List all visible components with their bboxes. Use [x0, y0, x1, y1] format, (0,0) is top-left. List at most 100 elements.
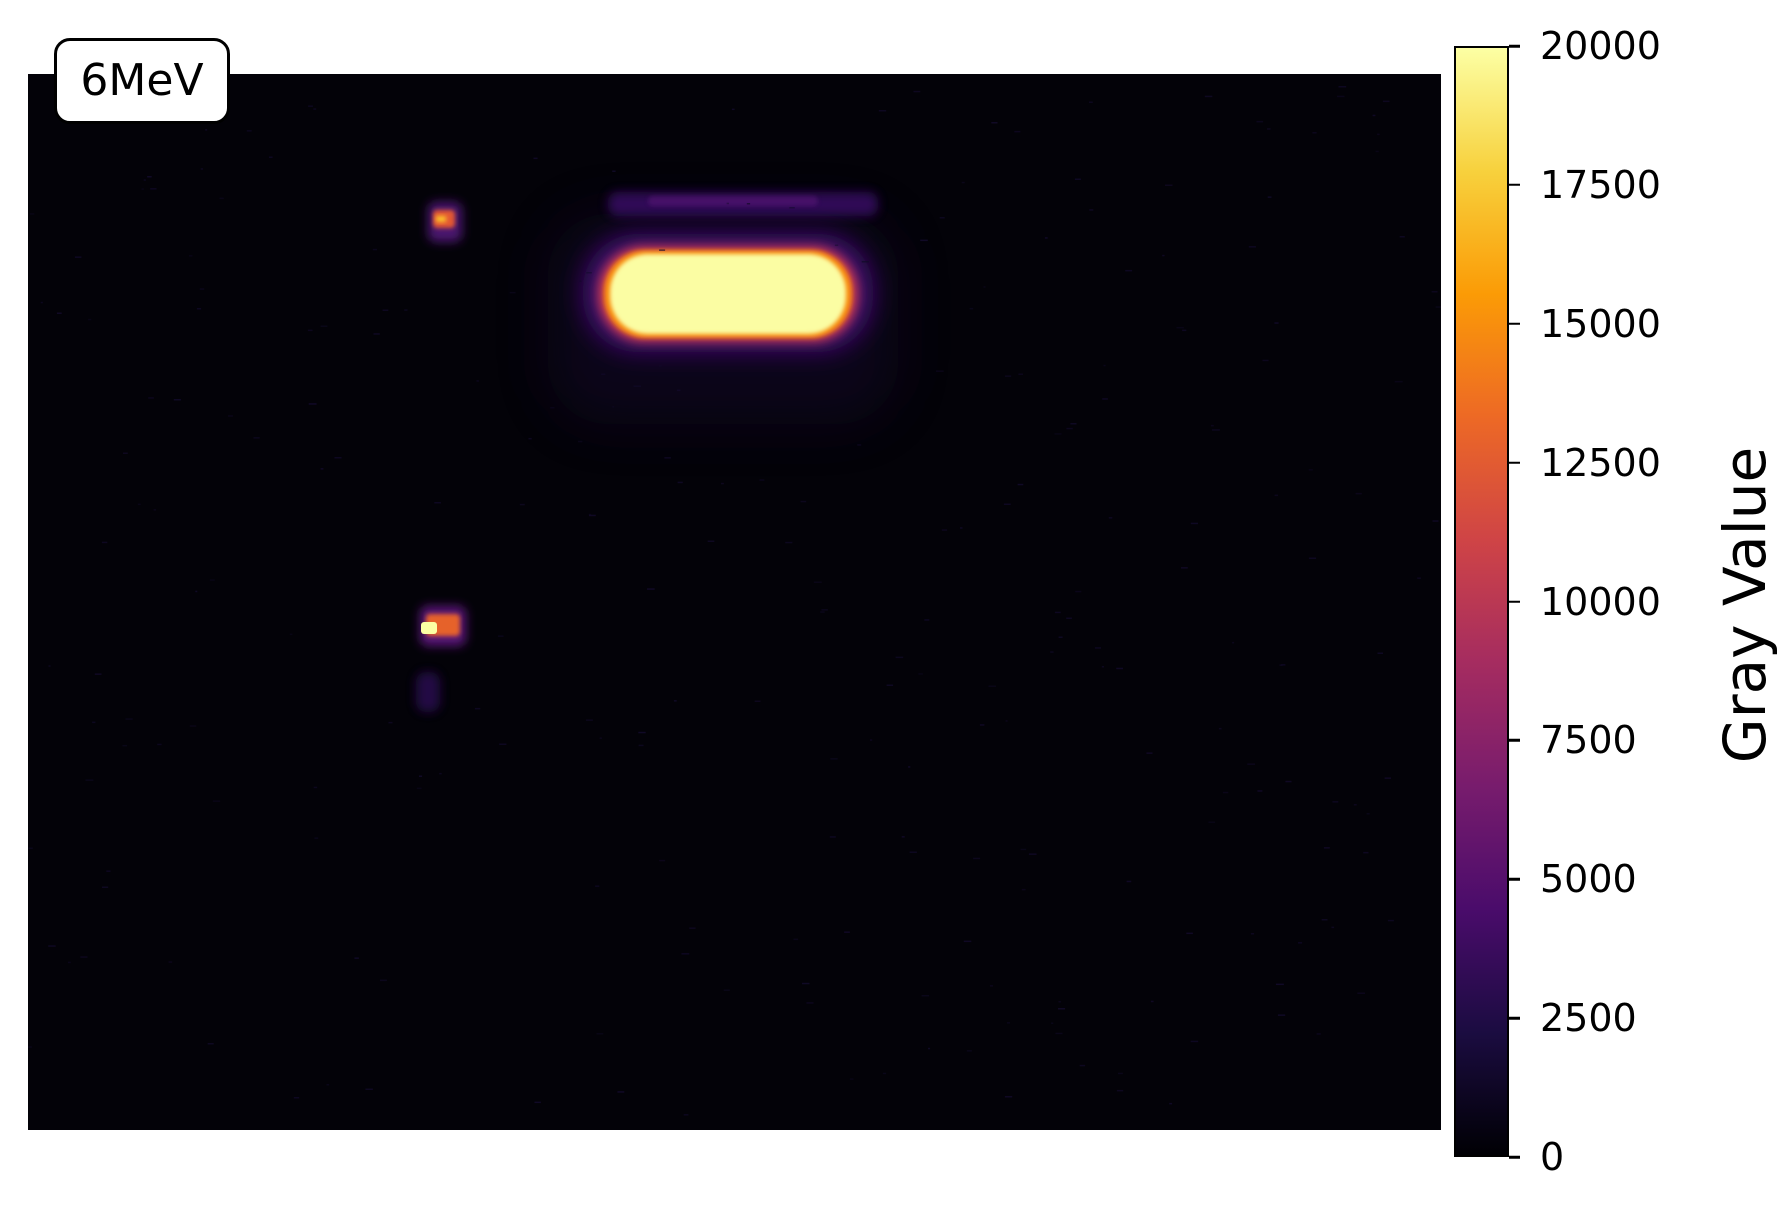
noise-speck: [1312, 132, 1317, 134]
noise-speck: [1146, 752, 1153, 754]
noise-speck: [820, 611, 825, 613]
noise-speck: [731, 108, 735, 111]
noise-speck: [895, 656, 904, 659]
noise-speck: [664, 457, 671, 459]
upper-left-artifact-core: [436, 216, 446, 222]
noise-speck: [1020, 848, 1027, 851]
noise-speck: [1075, 590, 1082, 593]
noise-speck: [1210, 424, 1214, 427]
noise-speck: [439, 772, 442, 775]
noise-speck: [785, 541, 793, 544]
noise-speck: [1050, 651, 1054, 653]
noise-speck: [726, 202, 729, 205]
colorbar-tick-mark: [1509, 739, 1520, 742]
noise-speck: [754, 700, 761, 702]
noise-speck: [419, 775, 423, 777]
noise-speck: [196, 308, 202, 310]
noise-speck: [1014, 130, 1021, 133]
noise-speck: [844, 931, 850, 933]
colorbar-tick-label: 10000: [1540, 579, 1661, 624]
noise-speck: [1417, 577, 1421, 579]
upper-band-core: [648, 196, 818, 206]
noise-speck: [1066, 617, 1072, 619]
colorbar: [1454, 46, 1509, 1157]
noise-speck: [28, 847, 33, 849]
noise-speck: [960, 527, 963, 529]
noise-speck: [207, 1043, 214, 1045]
noise-speck: [941, 529, 948, 531]
noise-speck: [499, 743, 507, 745]
noise-speck: [150, 188, 157, 190]
noise-speck: [1186, 932, 1193, 935]
noise-speck: [612, 170, 616, 172]
noise-speck: [830, 758, 838, 760]
noise-speck: [1247, 763, 1256, 765]
noise-speck: [1165, 184, 1173, 186]
noise-speck: [920, 239, 928, 242]
noise-speck: [1332, 801, 1339, 803]
colorbar-label: Gray Value: [1711, 446, 1779, 764]
colorbar-tick-label: 7500: [1540, 718, 1637, 763]
noise-speck: [579, 280, 582, 282]
noise-speck: [1108, 517, 1113, 519]
noise-speck: [219, 197, 224, 200]
colorbar-tick-label: 15000: [1540, 301, 1661, 346]
noise-speck: [474, 707, 481, 710]
noise-speck: [802, 982, 810, 985]
noise-speck: [1176, 326, 1184, 329]
noise-speck: [936, 370, 944, 372]
noise-speck: [106, 870, 111, 872]
noise-speck: [821, 609, 828, 611]
main-spot: [610, 254, 846, 334]
noise-speck: [74, 256, 82, 258]
noise-speck: [928, 1047, 931, 1050]
noise-speck: [1432, 520, 1439, 522]
noise-speck: [969, 307, 974, 310]
noise-speck: [1316, 1033, 1321, 1035]
noise-speck: [101, 541, 108, 544]
noise-speck: [148, 397, 154, 399]
noise-speck: [1054, 611, 1061, 614]
noise-speck: [1267, 128, 1271, 130]
noise-speck: [1101, 666, 1104, 668]
noise-speck: [209, 579, 215, 581]
noise-speck: [1256, 120, 1264, 123]
noise-speck: [1275, 983, 1284, 986]
noise-speck: [673, 700, 677, 702]
noise-speck: [365, 1088, 373, 1090]
noise-speck: [647, 588, 655, 590]
noise-speck: [313, 786, 318, 789]
noise-speck: [1218, 727, 1222, 730]
noise-speck: [659, 249, 666, 251]
noise-speck: [861, 261, 869, 263]
noise-speck: [289, 633, 293, 636]
noise-speck: [313, 108, 317, 110]
noise-speck: [137, 503, 141, 506]
noise-speck: [1169, 1102, 1173, 1105]
noise-speck: [29, 213, 35, 215]
noise-speck: [617, 1091, 625, 1093]
noise-speck: [921, 995, 930, 997]
energy-annotation: 6MeV: [54, 38, 230, 124]
noise-speck: [1103, 364, 1106, 367]
noise-speck: [269, 156, 273, 158]
noise-speck: [1190, 522, 1198, 525]
noise-speck: [676, 389, 681, 392]
noise-speck: [1150, 1000, 1154, 1003]
noise-speck: [320, 325, 328, 327]
noise-speck: [633, 385, 641, 387]
noise-speck: [834, 244, 839, 246]
noise-speck: [1257, 790, 1263, 792]
noise-speck: [1004, 375, 1012, 377]
noise-speck: [1337, 95, 1345, 98]
noise-speck: [373, 333, 380, 335]
noise-speck: [924, 619, 930, 621]
noise-layer: [28, 75, 1441, 1116]
noise-speck: [1070, 423, 1077, 425]
noise-speck: [1204, 95, 1213, 98]
noise-speck: [1262, 359, 1269, 362]
noise-speck: [168, 961, 173, 963]
noise-speck: [195, 590, 198, 593]
noise-speck: [658, 365, 662, 367]
noise-speck: [1125, 269, 1133, 272]
